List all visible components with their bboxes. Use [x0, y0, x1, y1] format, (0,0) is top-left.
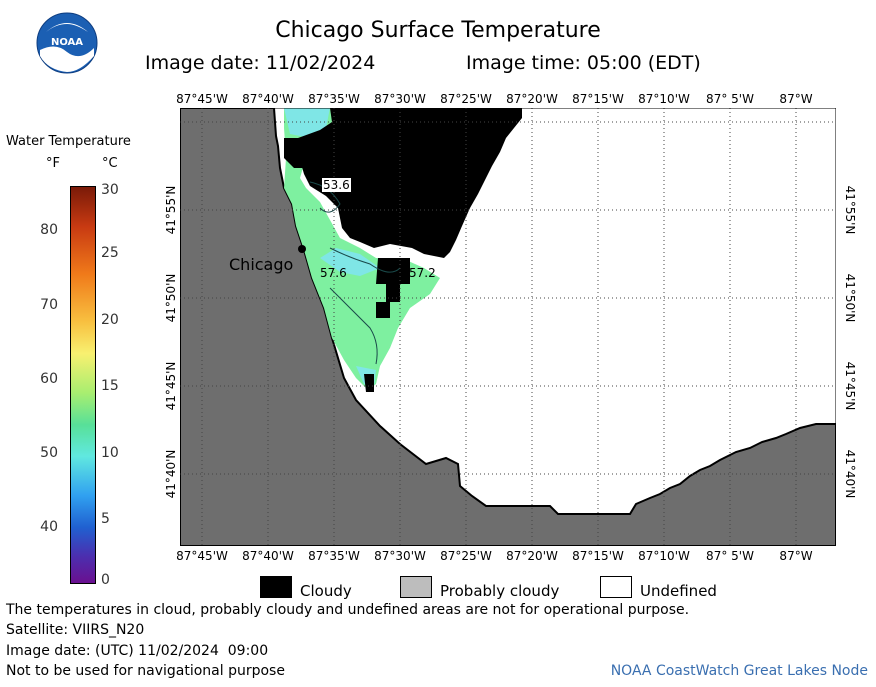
logo-text: NOAA	[51, 37, 83, 48]
lon-label-top: 87°35'W	[308, 92, 360, 106]
f-tick: 80	[40, 222, 58, 238]
cloud-area	[284, 108, 522, 258]
city-label: Chicago	[229, 255, 294, 274]
footer-disclaimer: The temperatures in cloud, probably clou…	[6, 602, 690, 618]
lon-label-top: 87°30'W	[374, 92, 426, 106]
lon-label-bottom: 87°30'W	[374, 549, 426, 563]
image-time-heading: Image time: 05:00 (EDT)	[466, 52, 701, 74]
contour-label: 53.6	[322, 178, 351, 192]
water-area	[284, 108, 440, 390]
lat-label-right: 41°40'N	[843, 449, 857, 499]
lon-label-bottom: 87°W	[779, 549, 813, 563]
lat-label-right: 41°45'N	[843, 361, 857, 411]
unit-f: °F	[46, 156, 60, 171]
lon-label-bottom: 87°25'W	[440, 549, 492, 563]
c-tick: 25	[101, 245, 119, 261]
chicago-marker	[298, 245, 306, 253]
f-tick: 70	[40, 297, 58, 313]
c-tick: 15	[101, 378, 119, 394]
color-scale-bar	[70, 186, 96, 584]
contour-label: 57.2	[409, 266, 436, 280]
footer-node-credit: NOAA CoastWatch Great Lakes Node	[610, 663, 868, 679]
temperature-map	[179, 107, 837, 547]
page-title: Chicago Surface Temperature	[275, 18, 601, 43]
lat-label-left: 41°40'N	[164, 449, 178, 499]
lat-label-right: 41°55'N	[843, 185, 857, 235]
lon-label-bottom: 87° 5'W	[706, 549, 754, 563]
c-tick: 10	[101, 445, 119, 461]
c-tick: 20	[101, 312, 119, 328]
lon-label-top: 87°15'W	[572, 92, 624, 106]
lat-label-left: 41°55'N	[164, 185, 178, 235]
unit-c: °C	[102, 156, 118, 171]
lon-label-bottom: 87°35'W	[308, 549, 360, 563]
legend-swatch-probably-cloudy	[400, 576, 432, 598]
legend-swatch-cloudy	[260, 576, 292, 598]
lon-label-top: 87°10'W	[638, 92, 690, 106]
lat-label-left: 41°45'N	[164, 361, 178, 411]
f-tick: 60	[40, 371, 58, 387]
legend-label-cloudy: Cloudy	[300, 582, 352, 600]
lon-label-bottom: 87°10'W	[638, 549, 690, 563]
lon-label-top: 87° 5'W	[706, 92, 754, 106]
lon-label-bottom: 87°20'W	[506, 549, 558, 563]
footer-nav-warning: Not to be used for navigational purpose	[6, 663, 285, 679]
footer-satellite: Satellite: VIIRS_N20	[6, 622, 145, 638]
contour-label: 57.6	[320, 266, 347, 280]
footer-image-date: Image date: (UTC) 11/02/2024 09:00	[6, 643, 269, 659]
f-tick: 50	[40, 445, 58, 461]
c-tick: 30	[101, 182, 119, 198]
legend-label-probably-cloudy: Probably cloudy	[440, 582, 560, 600]
lon-label-top: 87°W	[779, 92, 813, 106]
c-tick: 5	[101, 511, 110, 527]
noaa-logo: NOAA	[36, 12, 98, 74]
legend-swatch-undefined	[600, 576, 632, 598]
lon-label-bottom: 87°45'W	[176, 549, 228, 563]
lat-label-right: 41°50'N	[843, 273, 857, 323]
lon-label-bottom: 87°15'W	[572, 549, 624, 563]
f-tick: 40	[40, 519, 58, 535]
lon-label-top: 87°45'W	[176, 92, 228, 106]
legend-label-undefined: Undefined	[640, 582, 717, 600]
lon-label-top: 87°40'W	[242, 92, 294, 106]
lon-label-top: 87°20'W	[506, 92, 558, 106]
c-tick: 0	[101, 572, 110, 588]
lon-label-top: 87°25'W	[440, 92, 492, 106]
scale-title: Water Temperature	[6, 134, 131, 149]
image-date-heading: Image date: 11/02/2024	[145, 52, 376, 74]
grid-lines	[180, 108, 836, 546]
lon-label-bottom: 87°40'W	[242, 549, 294, 563]
lat-label-left: 41°50'N	[164, 273, 178, 323]
